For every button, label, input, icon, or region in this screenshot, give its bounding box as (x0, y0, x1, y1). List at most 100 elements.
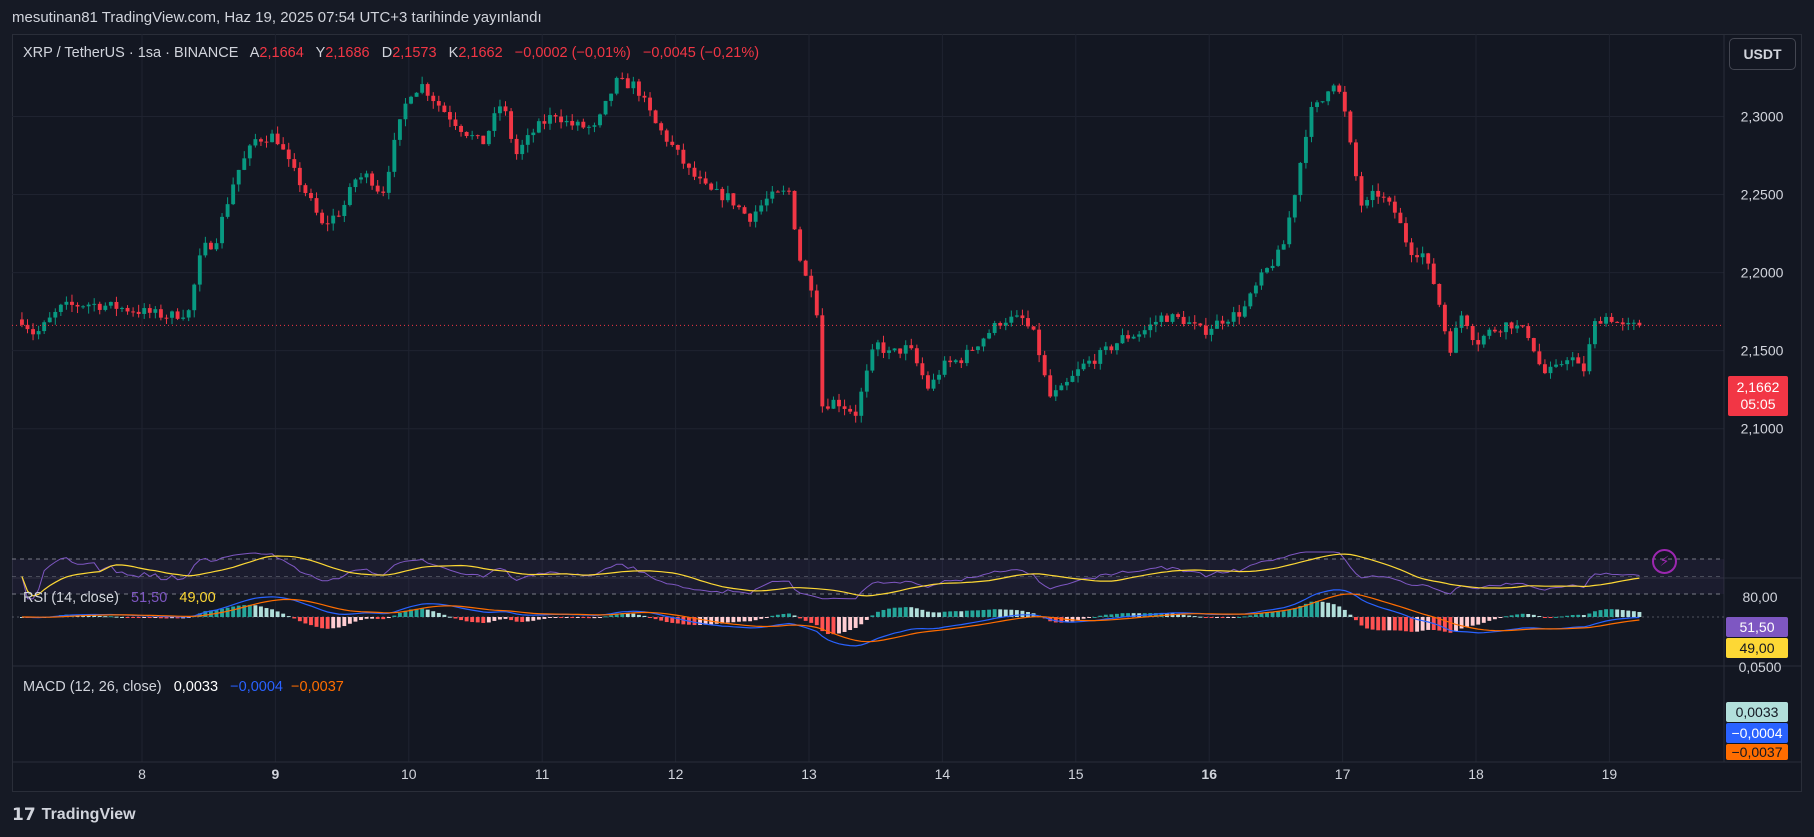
macd-hist-bar (1120, 613, 1125, 617)
lightning-icon[interactable]: ⚡ (1652, 549, 1677, 574)
candle-body (1626, 322, 1631, 325)
macd-hist-bar (887, 608, 891, 617)
grid-lines (12, 34, 1802, 763)
macd-hist-bar (881, 609, 886, 617)
currency-button[interactable]: USDT (1729, 38, 1796, 70)
macd-hist-bar (1309, 601, 1314, 617)
candle-body (1398, 212, 1403, 224)
candle-body (303, 185, 308, 194)
candle-body (370, 173, 375, 186)
candle-body (564, 120, 569, 123)
macd-hist-bar (909, 607, 914, 617)
candle-body (581, 121, 586, 128)
candle-body (636, 81, 641, 96)
macd-hist-bar (798, 617, 803, 619)
candle-body (108, 301, 113, 306)
macd-hist-bar (1237, 616, 1242, 618)
rsi-label[interactable]: RSI (14, close) (23, 590, 119, 606)
candle-body (1454, 327, 1458, 353)
macd-line-value: −0,0004 (230, 679, 283, 695)
candle-body (1465, 315, 1470, 327)
macd-hist-bar (1287, 609, 1292, 617)
macd-hist-bar (1404, 617, 1408, 632)
candle-body (920, 363, 925, 376)
candle-body (698, 176, 703, 179)
macd-hist-bar (1531, 614, 1536, 617)
candle-body (386, 171, 391, 193)
macd-hist-bar (1576, 614, 1581, 617)
candle-body (364, 173, 369, 178)
macd-hist-bar (409, 609, 413, 617)
candle-body (875, 342, 880, 350)
candle-body (1537, 351, 1542, 365)
macd-hist-bar (1220, 617, 1225, 618)
candle-body (625, 78, 630, 89)
macd-hist-bar (1487, 617, 1492, 621)
candle-body (1298, 162, 1303, 196)
macd-pane (12, 589, 1724, 647)
rsi-legend: RSI (14, close) 51,50 49,00 (23, 590, 216, 606)
macd-hist-bar (1504, 616, 1508, 618)
candle-body (1003, 322, 1008, 326)
macd-hist-bar (1059, 617, 1064, 623)
candle-body (459, 125, 463, 132)
symbol-name[interactable]: XRP / TetherUS · 1sa · BINANCE (23, 45, 239, 61)
candle-body (414, 92, 419, 97)
macd-hist-bar (992, 609, 997, 617)
macd-hist-bar (520, 617, 525, 622)
candle-body (892, 348, 897, 351)
macd-hist-bar (103, 616, 108, 618)
price-tick-label: 2,3000 (1741, 108, 1784, 124)
candle-body (1048, 375, 1053, 397)
candle-body (31, 329, 36, 335)
macd-hist-bar (970, 610, 975, 617)
candle-body (486, 130, 491, 145)
candle-body (1448, 331, 1453, 353)
candle-body (1059, 385, 1064, 391)
candle-body (809, 275, 814, 291)
macd-legend: MACD (12, 26, close) 0,0033 −0,0004 −0,0… (23, 679, 344, 695)
macd-hist-bar (1365, 617, 1370, 629)
open-value: 2,1664 (259, 45, 304, 61)
candle-body (948, 360, 953, 363)
candle-body (770, 191, 775, 199)
candle-body (731, 193, 736, 206)
macd-hist-bar (1570, 615, 1575, 617)
macd-hist-bar (742, 617, 747, 622)
candle-body (1281, 244, 1286, 250)
macd-hist-bar (525, 617, 530, 622)
candle-body (603, 100, 608, 115)
macd-hist-bar (859, 617, 864, 625)
footer-brand: 𝟭𝟳 TradingView (12, 805, 136, 825)
candle-body (686, 163, 691, 168)
candle-body (542, 121, 547, 124)
candle-body (1326, 91, 1331, 102)
macd-hist-bar (1509, 615, 1514, 617)
macd-hist-bar (631, 613, 636, 617)
macd-label[interactable]: MACD (12, 26, close) (23, 679, 162, 695)
rsi-value: 51,50 (131, 590, 168, 606)
candle-body (553, 115, 558, 117)
rsi-ma-line (21, 553, 1640, 597)
candle-body (58, 304, 63, 312)
macd-hist-bar (464, 617, 469, 622)
macd-hist-bar (1587, 613, 1592, 617)
macd-hist-bar (147, 617, 152, 619)
macd-hist-bar (1387, 617, 1392, 631)
chart-canvas[interactable]: 2,1000 2,1500 2,2000 2,2500 2,3000 8 9 10 11 12 1… (12, 34, 1802, 792)
macd-hist-bar (926, 611, 930, 617)
candle-body (1176, 314, 1181, 317)
candle-body (1153, 321, 1158, 325)
macd-hist-bar (842, 617, 847, 632)
candle-body (197, 255, 202, 285)
candle-body (1181, 316, 1186, 325)
candle-body (142, 308, 147, 314)
macd-hist-bar (614, 613, 619, 617)
candle-body (1370, 190, 1375, 201)
macd-hist-bar (959, 611, 964, 617)
macd-hist-bar (770, 615, 775, 617)
price-axis-labels: 2,1000 2,1500 2,2000 2,2500 2,3000 (1741, 108, 1784, 436)
macd-hist-bar (164, 617, 169, 619)
macd-hist-bar (787, 613, 791, 617)
candle-body (992, 323, 997, 333)
